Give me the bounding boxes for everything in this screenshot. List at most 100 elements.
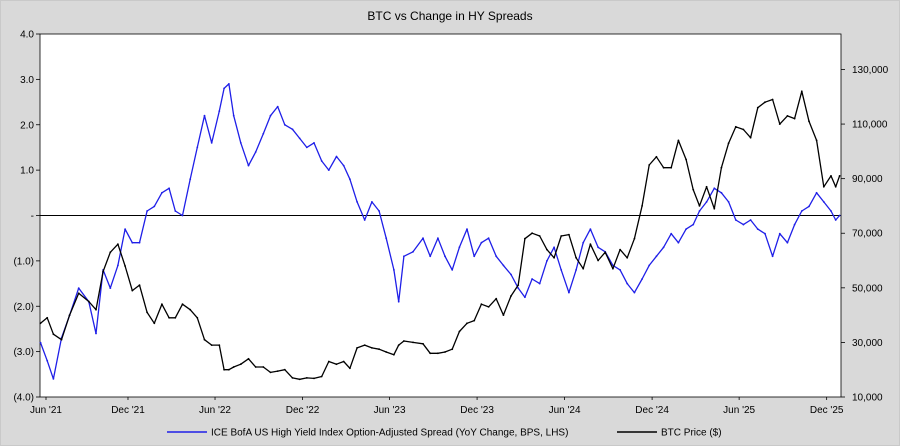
- data-point: [742, 128, 745, 131]
- data-point: [313, 377, 315, 380]
- data-point: [52, 333, 55, 336]
- data-point: [510, 273, 512, 276]
- series-line-hy-spread: [39, 83, 841, 380]
- right-tick-label: 70,000: [852, 229, 883, 240]
- data-point: [109, 287, 112, 289]
- data-point: [291, 377, 294, 379]
- data-point: [815, 139, 818, 142]
- x-tick-label: Jun '22: [199, 405, 231, 416]
- data-point: [87, 300, 90, 303]
- data-point: [742, 223, 745, 226]
- data-point: [778, 232, 781, 235]
- data-point: [626, 256, 629, 259]
- data-point: [575, 269, 577, 271]
- data-point: [403, 340, 405, 342]
- data-point: [677, 241, 680, 244]
- data-point: [560, 235, 563, 237]
- data-point: [641, 205, 643, 207]
- x-axis: Jun '21 Dec '21 Jun '22 Dec '22 Jun '23 Dec '…: [30, 397, 844, 416]
- right-tick-label: 50,000: [852, 283, 883, 294]
- data-point: [349, 367, 351, 370]
- data-point: [685, 228, 687, 231]
- data-point: [670, 166, 673, 169]
- data-point: [218, 110, 221, 112]
- data-point: [834, 219, 837, 221]
- data-point: [305, 146, 308, 149]
- data-point: [451, 269, 454, 271]
- data-point: [502, 264, 505, 267]
- data-point: [480, 303, 483, 306]
- data-point: [538, 282, 541, 285]
- data-point: [764, 101, 766, 104]
- x-tick-label: Dec '21: [111, 405, 145, 416]
- data-point: [800, 90, 803, 93]
- data-point: [223, 87, 226, 90]
- data-point: [363, 219, 366, 221]
- right-tick-label: 130,000: [852, 65, 889, 76]
- data-point: [800, 210, 803, 212]
- data-point: [218, 344, 221, 346]
- x-tick-label: Dec '22: [286, 405, 320, 416]
- data-point: [793, 117, 796, 120]
- data-point: [830, 210, 832, 212]
- data-point: [403, 255, 405, 258]
- x-tick-label: Jun '23: [374, 405, 406, 416]
- data-point: [247, 357, 250, 360]
- data-point: [124, 265, 126, 267]
- right-tick-label: 10,000: [852, 393, 883, 404]
- data-point: [692, 223, 695, 226]
- data-point: [713, 207, 716, 210]
- data-point: [756, 228, 759, 231]
- data-point: [834, 185, 837, 188]
- data-point: [95, 332, 97, 335]
- data-point: [633, 237, 636, 240]
- data-point: [786, 241, 789, 244]
- data-point: [342, 360, 345, 363]
- data-point: [538, 235, 541, 237]
- data-point: [77, 287, 80, 289]
- data-point: [371, 201, 373, 203]
- data-point: [786, 115, 789, 117]
- x-tick-label: Jun '24: [549, 405, 581, 416]
- data-point: [262, 366, 265, 368]
- data-point: [393, 269, 395, 271]
- data-point: [412, 341, 414, 344]
- data-point: [727, 142, 730, 145]
- data-point: [131, 289, 134, 292]
- data-point: [181, 303, 184, 306]
- data-point: [756, 106, 759, 109]
- data-point: [327, 360, 330, 363]
- data-point: [575, 256, 577, 259]
- data-point: [254, 366, 257, 368]
- data-point: [517, 284, 520, 286]
- data-point: [203, 338, 206, 341]
- data-point: [68, 314, 71, 316]
- data-point: [698, 205, 701, 207]
- data-point: [320, 375, 323, 378]
- data-point: [269, 371, 272, 374]
- data-point: [589, 228, 592, 231]
- data-point: [589, 243, 592, 246]
- chart-title: BTC vs Change in HY Spreads: [367, 9, 532, 23]
- data-point: [720, 191, 723, 194]
- data-point: [39, 341, 42, 344]
- data-point: [612, 267, 614, 270]
- data-point: [254, 151, 257, 153]
- data-point: [291, 128, 294, 131]
- data-point: [495, 255, 498, 258]
- data-point: [131, 241, 134, 244]
- right-tick-label: 30,000: [852, 338, 883, 349]
- data-point: [458, 246, 461, 249]
- data-point: [808, 205, 810, 208]
- data-point: [124, 228, 126, 231]
- data-point: [444, 351, 446, 353]
- data-point: [524, 296, 526, 299]
- data-point: [531, 232, 533, 235]
- data-point: [276, 105, 279, 108]
- data-point: [146, 311, 149, 314]
- data-point: [335, 155, 338, 158]
- data-point: [487, 237, 490, 240]
- data-point: [604, 251, 607, 254]
- x-tick-label: Dec '23: [460, 405, 494, 416]
- data-point: [378, 348, 380, 351]
